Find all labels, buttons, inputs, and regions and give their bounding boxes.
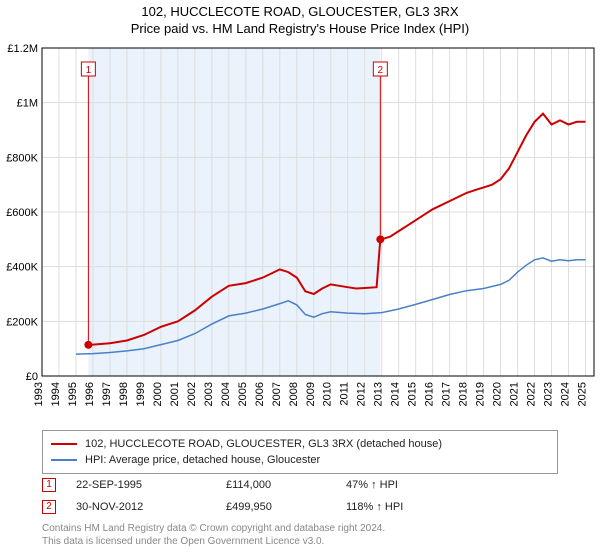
svg-text:£600K: £600K [6,207,38,219]
svg-text:2009: 2009 [305,382,317,406]
svg-text:2010: 2010 [322,382,334,406]
svg-text:1998: 1998 [118,382,130,406]
svg-text:1993: 1993 [33,382,45,406]
svg-text:£200K: £200K [6,316,38,328]
sale-price: £114,000 [226,479,346,491]
footer-line: Contains HM Land Registry data © Crown c… [42,522,562,535]
svg-text:2006: 2006 [254,382,266,406]
svg-text:2016: 2016 [424,382,436,406]
svg-text:2021: 2021 [509,382,521,406]
svg-text:2000: 2000 [152,382,164,406]
svg-text:2024: 2024 [560,382,572,406]
svg-text:£800K: £800K [6,152,38,164]
sale-marker-icon: 1 [42,478,56,492]
svg-text:2025: 2025 [577,382,589,406]
svg-text:2017: 2017 [441,382,453,406]
legend-swatch [51,459,77,461]
svg-text:£1.2M: £1.2M [7,43,38,55]
sale-hpi-pct: 47% ↑ HPI [346,479,466,491]
svg-text:£0: £0 [26,371,38,383]
sale-date: 22-SEP-1995 [76,479,226,491]
svg-text:2018: 2018 [458,382,470,406]
svg-text:2014: 2014 [390,382,402,406]
svg-text:2008: 2008 [288,382,300,406]
svg-text:2012: 2012 [356,382,368,406]
address-title: 102, HUCCLECOTE ROAD, GLOUCESTER, GL3 3R… [0,4,600,19]
legend-label: 102, HUCCLECOTE ROAD, GLOUCESTER, GL3 3R… [85,438,442,450]
svg-text:£1M: £1M [17,98,38,110]
footer-line: This data is licensed under the Open Gov… [42,535,562,548]
svg-text:2022: 2022 [526,382,538,406]
sale-price: £499,950 [226,501,346,513]
sale-annotations: 1 22-SEP-1995 £114,000 47% ↑ HPI 2 30-NO… [42,474,558,518]
svg-text:1995: 1995 [67,382,79,406]
svg-text:2020: 2020 [492,382,504,406]
svg-text:2007: 2007 [271,382,283,406]
svg-text:2013: 2013 [373,382,385,406]
svg-text:2001: 2001 [169,382,181,406]
line-chart-svg: £0 £200K £400K £600K £800K £1M £1.2M 1993 1994 19… [0,42,600,422]
legend-swatch [51,443,77,445]
svg-text:2002: 2002 [186,382,198,406]
svg-text:1: 1 [86,65,92,76]
subtitle: Price paid vs. HM Land Registry's House … [0,21,600,36]
svg-text:2011: 2011 [339,382,351,406]
sale-marker-icon: 2 [42,500,56,514]
sale-row: 1 22-SEP-1995 £114,000 47% ↑ HPI [42,474,558,496]
svg-text:1996: 1996 [84,382,96,406]
svg-text:2: 2 [378,65,384,76]
sale-hpi-pct: 118% ↑ HPI [346,501,466,513]
svg-text:1999: 1999 [135,382,147,406]
sale-date: 30-NOV-2012 [76,501,226,513]
legend-label: HPI: Average price, detached house, Glou… [85,454,320,466]
svg-text:2005: 2005 [237,382,249,406]
legend: 102, HUCCLECOTE ROAD, GLOUCESTER, GL3 3R… [42,430,558,474]
svg-text:2023: 2023 [543,382,555,406]
titles: 102, HUCCLECOTE ROAD, GLOUCESTER, GL3 3R… [0,0,600,36]
legend-item: 102, HUCCLECOTE ROAD, GLOUCESTER, GL3 3R… [51,436,549,452]
svg-text:2004: 2004 [220,382,232,406]
copyright-footer: Contains HM Land Registry data © Crown c… [42,522,562,548]
chart-container: 102, HUCCLECOTE ROAD, GLOUCESTER, GL3 3R… [0,0,600,560]
legend-item: HPI: Average price, detached house, Glou… [51,452,549,468]
svg-text:2003: 2003 [203,382,215,406]
sale-row: 2 30-NOV-2012 £499,950 118% ↑ HPI [42,496,558,518]
plot-area: £0 £200K £400K £600K £800K £1M £1.2M 1993 1994 19… [0,42,600,422]
svg-text:2015: 2015 [407,382,419,406]
svg-text:£400K: £400K [6,262,38,274]
svg-text:1997: 1997 [101,382,113,406]
svg-text:2019: 2019 [475,382,487,406]
svg-text:1994: 1994 [50,382,62,406]
